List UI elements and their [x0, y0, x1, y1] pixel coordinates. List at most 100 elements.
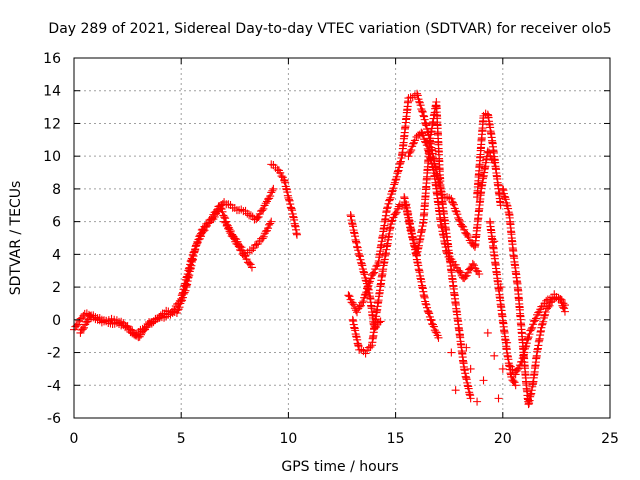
plus-marker [361, 290, 370, 299]
plus-marker [369, 269, 378, 278]
plus-marker [449, 198, 458, 207]
plus-marker [527, 325, 536, 334]
x-tick-labels: 0 5 10 15 20 25 [70, 431, 619, 447]
y-axis-label: SDTVAR / TECUs [8, 181, 24, 296]
plus-marker [292, 230, 301, 239]
plus-marker [406, 147, 415, 156]
series-track-13 [505, 290, 569, 379]
plus-marker [518, 357, 527, 366]
plus-marker [179, 289, 188, 298]
plus-marker [344, 291, 353, 300]
y-tick-label: 10 [43, 149, 61, 165]
plus-marker [511, 381, 520, 390]
y-tick-label: 8 [52, 182, 61, 198]
plus-marker [358, 261, 367, 270]
plus-marker [359, 297, 368, 306]
data-points [70, 89, 569, 409]
plus-marker [288, 206, 297, 215]
plus-marker [560, 304, 569, 313]
plus-marker [122, 323, 131, 332]
plus-marker [128, 329, 137, 338]
series-track-3 [220, 217, 276, 260]
plus-marker [383, 204, 392, 213]
plus-marker [180, 288, 189, 297]
plus-marker [559, 303, 568, 312]
series-track-9 [404, 128, 484, 283]
plus-marker [505, 361, 514, 370]
plus-marker [539, 317, 548, 326]
plus-marker [286, 200, 295, 209]
plus-marker [418, 106, 427, 115]
plus-marker [285, 195, 294, 204]
plus-marker [366, 274, 375, 283]
plus-marker [424, 308, 433, 317]
plus-marker [420, 115, 429, 124]
plus-marker [473, 397, 482, 406]
plus-marker [455, 217, 464, 226]
plus-marker [421, 299, 430, 308]
plus-marker [287, 204, 296, 213]
plus-marker [479, 376, 488, 385]
plus-marker [245, 259, 254, 268]
plus-marker [396, 157, 405, 166]
plus-marker [153, 314, 162, 323]
plus-marker [360, 270, 369, 279]
plus-marker [418, 129, 427, 138]
y-tick-label: 4 [52, 247, 61, 263]
plus-marker [409, 139, 418, 148]
plus-marker [353, 308, 362, 317]
plus-marker [525, 330, 534, 339]
plus-marker [455, 267, 464, 276]
plus-marker [357, 259, 366, 268]
plus-marker [228, 230, 237, 239]
plus-marker [226, 227, 235, 236]
plus-marker [407, 229, 416, 238]
plus-marker [266, 219, 275, 228]
x-tick-label: 25 [601, 431, 619, 447]
plus-marker [418, 107, 427, 116]
plus-marker [427, 316, 436, 325]
grid-lines [74, 58, 610, 418]
plus-marker [406, 226, 415, 235]
series-track-11 [485, 217, 520, 390]
plus-marker [355, 251, 364, 260]
plus-marker [376, 317, 385, 326]
plus-marker [462, 343, 471, 352]
plus-marker [392, 172, 401, 181]
plus-marker [388, 187, 397, 196]
series-track-2 [76, 201, 256, 339]
plus-marker [519, 350, 528, 359]
plus-marker [259, 232, 268, 241]
plus-marker [393, 167, 402, 176]
plus-marker [268, 186, 277, 195]
plus-marker [449, 200, 458, 209]
plus-marker [462, 229, 471, 238]
plus-marker [424, 146, 433, 155]
plus-marker [218, 207, 227, 216]
plus-marker [434, 333, 443, 342]
x-tick-label: 0 [70, 431, 79, 447]
plus-marker [174, 305, 183, 314]
plus-marker [456, 268, 465, 277]
plus-marker [243, 209, 252, 218]
plus-marker [221, 218, 230, 227]
plus-marker [408, 234, 417, 243]
plus-marker [504, 204, 513, 213]
plus-marker [451, 386, 460, 395]
plus-marker [490, 237, 499, 246]
series-track-8 [400, 97, 475, 403]
plus-marker [362, 279, 371, 288]
plus-marker [542, 296, 551, 305]
plus-marker [192, 241, 201, 250]
y-tick-label: 2 [52, 280, 61, 296]
plus-marker [85, 312, 94, 321]
plus-marker [502, 201, 511, 210]
y-tick-label: 14 [43, 84, 61, 100]
plus-marker [360, 268, 369, 277]
y-tick-label: 0 [52, 313, 61, 329]
plus-marker [443, 249, 452, 258]
plus-marker [520, 348, 529, 357]
plus-marker [216, 204, 225, 213]
plus-marker [175, 303, 184, 312]
